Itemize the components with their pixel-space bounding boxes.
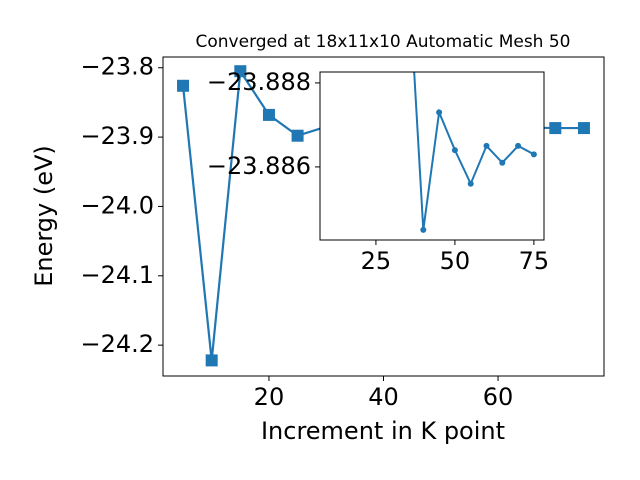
y-tick-label: −23.888 xyxy=(207,68,311,96)
marker xyxy=(205,354,218,367)
marker xyxy=(177,79,190,92)
y-tick-label: −23.9 xyxy=(80,122,154,150)
x-tick-label: 75 xyxy=(519,247,550,275)
marker xyxy=(515,142,522,149)
x-axis-label: Increment in K point xyxy=(261,417,505,445)
y-tick-label: −24.1 xyxy=(80,261,154,289)
marker xyxy=(291,129,304,142)
y-tick-label: −23.8 xyxy=(80,53,154,81)
axes-frame xyxy=(319,71,545,241)
y-tick-label: −23.886 xyxy=(207,152,311,180)
x-tick-label: 50 xyxy=(440,247,471,275)
marker xyxy=(436,109,443,116)
marker xyxy=(549,122,562,135)
y-axis-label: Energy (eV) xyxy=(30,145,58,287)
marker xyxy=(499,159,506,166)
marker xyxy=(467,180,474,187)
x-tick-label: 60 xyxy=(483,383,514,411)
marker xyxy=(483,142,490,149)
marker xyxy=(262,108,275,121)
chart-title: Converged at 18x11x10 Automatic Mesh 50 xyxy=(196,32,571,52)
marker xyxy=(420,226,427,233)
marker xyxy=(451,147,458,154)
x-tick-label: 40 xyxy=(368,383,399,411)
plot-area xyxy=(320,72,544,240)
plot-content xyxy=(413,72,537,233)
marker xyxy=(530,151,537,158)
y-tick-label: −24.0 xyxy=(80,191,154,219)
y-tick-label: −24.2 xyxy=(80,330,154,358)
x-tick-label: 25 xyxy=(361,247,392,275)
marker xyxy=(577,122,590,135)
marker xyxy=(234,65,247,78)
x-tick-label: 20 xyxy=(254,383,285,411)
